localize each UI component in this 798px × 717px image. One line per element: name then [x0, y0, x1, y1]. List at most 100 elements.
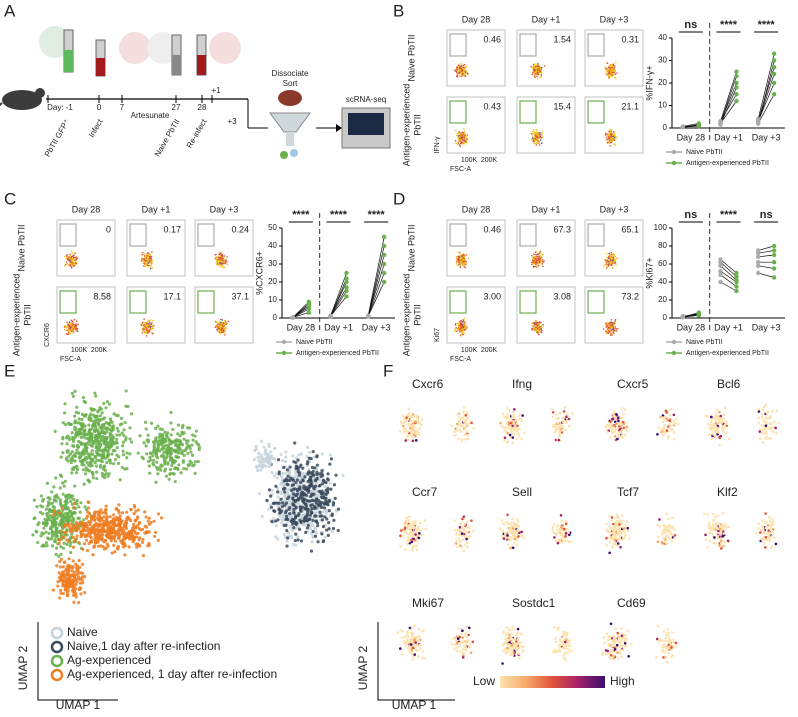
- umap-cell: [321, 452, 324, 455]
- umap-cell: [52, 505, 55, 508]
- umap-cell: [314, 479, 317, 482]
- flow-event: [607, 134, 609, 136]
- umap-cell: [144, 525, 147, 528]
- flow-event: [537, 78, 539, 80]
- event-label: Naive PbTII: [153, 118, 182, 159]
- umap-cell: [179, 440, 182, 443]
- flow-event: [147, 258, 149, 260]
- flow-event: [466, 135, 468, 137]
- legend-dot: [672, 161, 676, 165]
- gate-value: 0.46: [483, 224, 501, 234]
- flow-event: [536, 259, 538, 261]
- umap-cell: [108, 447, 111, 450]
- data-point: [307, 300, 311, 304]
- umap-cell: [120, 422, 123, 425]
- y-tick-label: 20: [658, 295, 667, 304]
- flow-event: [611, 69, 613, 71]
- flow-event: [531, 74, 533, 76]
- flow-event: [458, 132, 460, 134]
- flow-event: [531, 133, 533, 135]
- umap-cell: [138, 434, 141, 437]
- umap-cell: [59, 545, 62, 548]
- umap-cell: [166, 452, 169, 455]
- umap-cell: [124, 534, 127, 537]
- umap-cell: [66, 594, 69, 597]
- umap-cell: [46, 482, 49, 485]
- umap-cell: [57, 555, 60, 558]
- umap-cell: [128, 537, 131, 540]
- pair-line: [368, 282, 384, 316]
- data-point: [734, 70, 738, 74]
- process-label: Dissociate: [272, 69, 309, 78]
- gate-value: 1.54: [553, 34, 571, 44]
- umap-cell: [62, 565, 65, 568]
- umap-cell: [284, 518, 287, 521]
- flow-event: [221, 257, 223, 259]
- umap-cell: [74, 538, 77, 541]
- umap-cell: [94, 522, 97, 525]
- umap-cell: [327, 521, 330, 524]
- flow-event: [608, 264, 610, 266]
- flow-event: [224, 266, 226, 268]
- umap-cell: [294, 539, 297, 542]
- flow-event: [607, 139, 609, 141]
- umap-cell: [73, 415, 76, 418]
- umap-cell: [181, 424, 184, 427]
- umap-cell: [149, 451, 152, 454]
- flow-event: [66, 329, 68, 331]
- umap-cell: [84, 444, 87, 447]
- flow-event: [454, 330, 456, 332]
- flow-event: [460, 257, 462, 259]
- flow-event: [609, 139, 611, 141]
- umap-cell: [115, 454, 118, 457]
- flow-event: [219, 325, 221, 327]
- umap-cell: [72, 594, 75, 597]
- umap-cell: [59, 589, 62, 592]
- umap-cell: [162, 455, 165, 458]
- umap-cell: [113, 531, 116, 534]
- umap-cell: [311, 519, 314, 522]
- umap-cell: [177, 463, 180, 466]
- flow-event: [606, 257, 608, 259]
- flow-event: [606, 329, 608, 331]
- flow-event: [608, 77, 610, 79]
- umap-cell: [78, 559, 81, 562]
- umap-cell: [142, 554, 145, 557]
- umap-cell: [257, 452, 260, 455]
- flow-event: [608, 67, 610, 69]
- flow-event: [605, 325, 607, 327]
- umap-cell: [312, 486, 315, 489]
- umap-cell: [284, 455, 287, 458]
- umap-cell: [40, 545, 43, 548]
- stat-label: ns: [684, 209, 697, 221]
- umap-cell: [106, 475, 109, 478]
- umap-cell: [153, 535, 156, 538]
- flow-event: [608, 323, 610, 325]
- flow-event: [219, 330, 221, 332]
- umap-cell: [161, 428, 164, 431]
- umap-cell: [114, 524, 117, 527]
- flow-event: [539, 261, 541, 263]
- umap-cell: [98, 426, 101, 429]
- umap-cell: [68, 423, 71, 426]
- umap-cell: [163, 462, 166, 465]
- umap-cell: [58, 596, 61, 599]
- flow-event: [152, 267, 154, 269]
- flow-event: [609, 141, 611, 143]
- umap-cell: [294, 532, 297, 535]
- flow-axis-label: FSC-A: [60, 356, 81, 363]
- flow-event: [542, 132, 544, 134]
- umap-cell: [42, 527, 45, 530]
- umap-cell: [75, 595, 78, 598]
- umap-cell: [145, 444, 148, 447]
- umap-cell: [269, 495, 272, 498]
- umap-cell: [310, 507, 313, 510]
- umap-cell: [87, 463, 90, 466]
- flow-event: [535, 75, 537, 77]
- umap-cell: [309, 484, 312, 487]
- umap-cell: [156, 440, 159, 443]
- flow-event: [539, 144, 541, 146]
- flow-event: [606, 252, 608, 254]
- row-label: Antigen-experienced: [401, 84, 411, 167]
- umap-cell: [87, 500, 90, 503]
